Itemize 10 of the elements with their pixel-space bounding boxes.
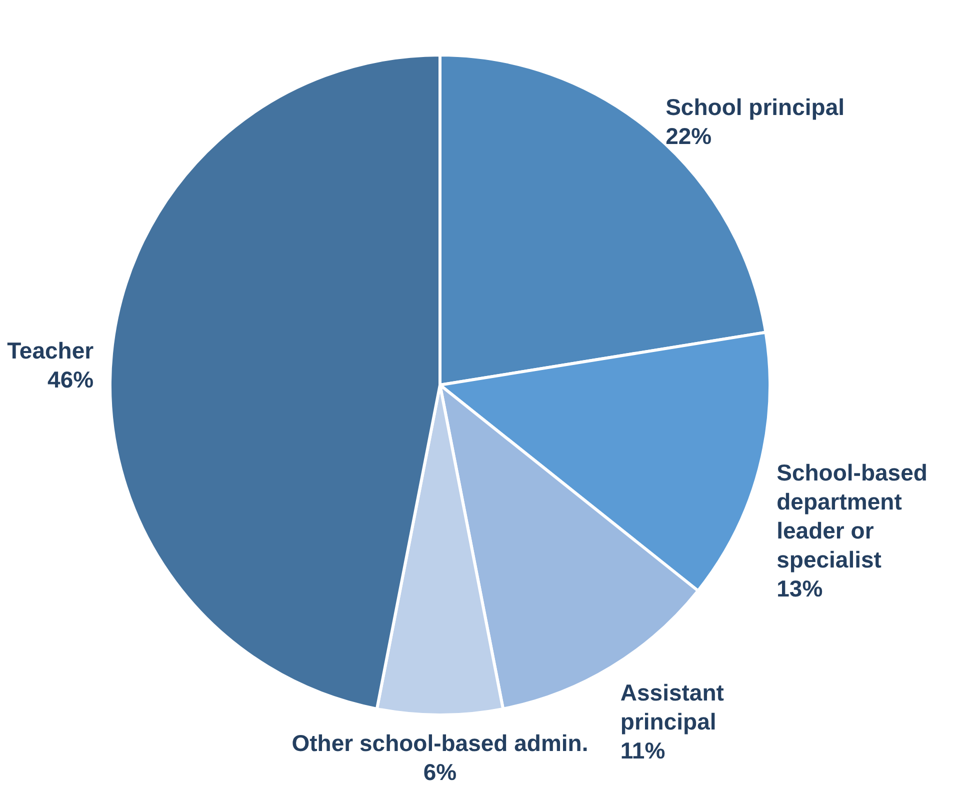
data-label: 6% bbox=[423, 759, 457, 785]
data-label: 22% bbox=[666, 123, 712, 150]
slice-label: Other school-based admin. bbox=[292, 730, 588, 756]
slice-label: Assistant principal bbox=[620, 680, 724, 735]
data-label: 11% bbox=[620, 738, 666, 764]
slice-label: School principal bbox=[666, 94, 845, 120]
slice-label: Teacher bbox=[7, 338, 94, 364]
slice-label: School-based department leader or specialist bbox=[776, 459, 928, 572]
data-label: 13% bbox=[776, 575, 823, 602]
data-label: 46% bbox=[48, 366, 94, 393]
